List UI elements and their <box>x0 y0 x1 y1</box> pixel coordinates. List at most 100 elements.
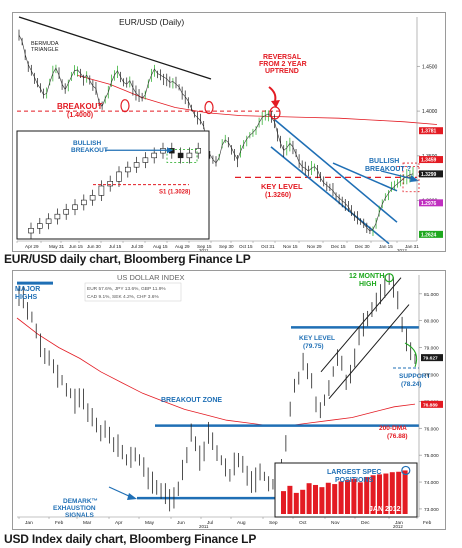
year-label: 2012 <box>397 248 407 251</box>
annotation-label: KEY LEVEL <box>261 182 303 191</box>
inset-bar <box>351 478 357 514</box>
inset-candle <box>195 148 201 154</box>
inset-bar <box>338 481 344 514</box>
y-tick-label: 78.000 <box>424 372 439 378</box>
eurusd-chart: BERMUDATRIANGLEBREAKOUT(1.4000)REVERSALF… <box>16 16 443 253</box>
inset-candle <box>89 195 96 201</box>
usd-index-chart-panel: EUR 57.6%, JPY 13.6%, GBP 11.9% CAD 9.1%,… <box>12 270 446 530</box>
x-tick-label: Aug 15 <box>153 244 168 249</box>
x-tick-label: Nov 15 <box>283 244 298 249</box>
inset-candle <box>45 218 52 224</box>
inset-bar <box>332 484 338 514</box>
eurusd-caption: EUR/USD daily chart, Bloomberg Finance L… <box>4 252 251 266</box>
annotation-label: KEY LEVEL <box>299 335 335 342</box>
annotation-label: FROM 2 YEAR <box>259 61 307 68</box>
x-tick-label: Dec <box>361 520 370 526</box>
x-tick-label: Oct 15 <box>239 244 253 249</box>
x-tick-label: Oct 31 <box>261 244 275 249</box>
info-line: EUR 57.6%, JPY 13.6%, GBP 11.9% <box>87 286 166 292</box>
annotation-label: (78.24) <box>401 381 422 388</box>
inset-candle <box>81 199 87 206</box>
info-line: CAD 9.1%, SEK 4.2%, CHF 3.6% <box>87 294 159 300</box>
inset-annotation: S1 (1.3028) <box>159 190 190 196</box>
inset-candle <box>54 213 61 220</box>
price-badge-label: 1.2624 <box>421 232 437 238</box>
inset-candle <box>151 152 157 159</box>
y-tick-label: 80.000 <box>424 319 439 325</box>
inset-bar <box>370 475 376 514</box>
inset-candle <box>116 171 122 182</box>
inset-bar <box>377 474 382 514</box>
price-badge-label: 1.2976 <box>421 201 437 207</box>
year-label: 2012 <box>393 524 403 529</box>
annotation-label: (79.75) <box>303 343 324 350</box>
x-tick-label: May 31 <box>49 244 65 249</box>
price-badge-label: 79.627 <box>423 356 438 362</box>
price-badge <box>419 127 443 135</box>
price-badge <box>419 230 443 238</box>
x-tick-label: Dec 30 <box>355 244 370 249</box>
x-tick-label: Oct <box>299 520 307 526</box>
annotation-label: HIGHS <box>15 294 38 301</box>
y-tick-label: 74.000 <box>424 480 439 486</box>
inset-candle <box>63 209 70 215</box>
annotation-label: BREAKOUT <box>57 102 102 111</box>
channel-upper-line <box>320 277 402 373</box>
high-circle <box>384 273 394 283</box>
inset-arrowhead <box>167 147 173 154</box>
annotation-label: 200-DMA <box>379 425 407 432</box>
breakout-circle <box>120 99 130 113</box>
inset-candle <box>186 152 193 159</box>
inset-bar <box>396 471 402 514</box>
price-badge-label: 1.3459 <box>421 158 437 164</box>
channel-lower-line <box>270 146 390 245</box>
annotation-label: (1.4000) <box>67 112 93 119</box>
moving-average-line <box>76 74 438 125</box>
x-tick-label: Feb <box>55 520 64 526</box>
inset-bar <box>364 477 370 514</box>
inset-bar <box>357 482 363 514</box>
demark-arrow <box>108 486 132 498</box>
inset-candle <box>177 152 184 159</box>
annotation-label: 12 MONTH <box>349 273 384 280</box>
x-tick-label: Jun 15 <box>69 244 83 249</box>
inset-bar <box>345 480 350 514</box>
price-badge <box>419 170 443 178</box>
inset-bar <box>389 472 395 514</box>
inset-bar <box>287 485 293 514</box>
annotation-label: BREAKOUT ZONE <box>161 397 222 404</box>
inset-bar <box>325 482 331 514</box>
y-tick-label: 75.000 <box>424 453 439 459</box>
y-tick-label: 1.4500 <box>422 64 438 70</box>
annotation-label: (76.88) <box>387 433 408 440</box>
inset-candle <box>142 157 149 163</box>
channel-upper-line <box>274 119 398 223</box>
y-tick-label: 76.000 <box>424 426 439 432</box>
annotation-label: DEMARK™ <box>63 498 98 505</box>
price-badge <box>421 354 443 362</box>
price-badge <box>419 156 443 164</box>
inset-bar <box>281 491 286 514</box>
inset-annotation: BREAKOUT <box>71 147 108 154</box>
bullish-breakout-box <box>402 162 420 193</box>
x-tick-label: Jul 30 <box>131 244 144 249</box>
x-tick-label: Mar <box>83 520 92 526</box>
x-tick-label: Sep 15 <box>197 244 212 249</box>
price-line <box>18 34 414 232</box>
x-tick-label: Aug 29 <box>175 244 190 249</box>
x-tick-label: May <box>145 520 155 526</box>
price-badge-label: 1.3299 <box>421 172 437 178</box>
chart-title: EUR/USD (Daily) <box>119 17 184 27</box>
annotation-label: SIGNALS <box>65 512 95 519</box>
eurusd-chart-panel: BERMUDA TRIANGLE BREAKOUT (1.4000) REVERSAL F… <box>12 12 446 253</box>
inset-bar <box>293 492 299 514</box>
bullish-arrowhead <box>410 175 419 182</box>
annotation-label: EXHAUSTION <box>53 505 96 512</box>
price-badge-label: 76.889 <box>423 402 438 408</box>
annotation-label: UPTREND <box>265 68 299 75</box>
inset-bar <box>383 473 389 514</box>
demark-arrowhead <box>127 493 137 500</box>
inset-annotation: BULLISH <box>73 140 101 147</box>
x-tick-label: Jul <box>207 520 213 526</box>
price-badge <box>421 400 443 408</box>
